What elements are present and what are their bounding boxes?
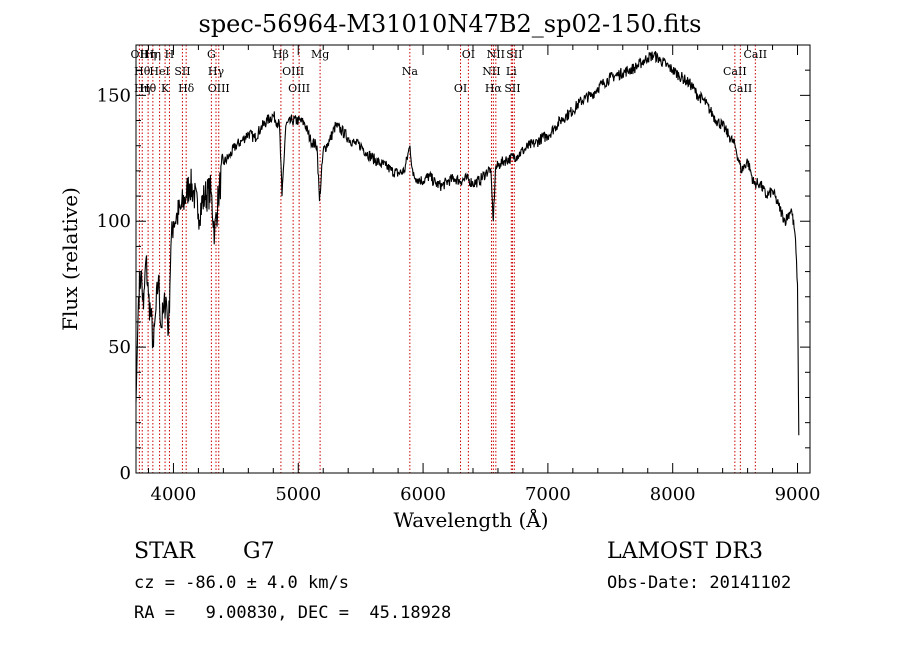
x-tick-label-2: 6000 — [400, 484, 446, 505]
line-label-16-0: Na — [402, 65, 419, 78]
x-tick-label-3: 7000 — [525, 484, 571, 505]
line-label-22-0: Li — [506, 65, 517, 78]
y-axis-label: Flux (relative) — [58, 187, 82, 331]
line-label-17-0: OI — [454, 82, 467, 95]
object-subclass: G7 — [243, 539, 275, 564]
line-label-21-0: NII — [487, 48, 505, 61]
line-label-19-0: NII — [482, 65, 500, 78]
y-tick-label-0: 0 — [120, 463, 131, 484]
y-tick-label-3: 150 — [97, 85, 131, 106]
y-tick-label-1: 50 — [108, 337, 131, 358]
ra-dec-coordinates: RA = 9.00830, DEC = 45.18928 — [134, 603, 452, 623]
line-label-9-0: G — [207, 48, 216, 61]
line-label-6-0: H — [165, 48, 175, 61]
line-label-20-0: Hα — [485, 82, 503, 95]
line-label-2-0: Hθ — [140, 82, 157, 95]
line-label-12-0: Hβ — [273, 48, 289, 61]
line-label-7-0: SII — [174, 65, 190, 78]
line-label-1-0: Hθ — [134, 65, 151, 78]
y-tick-label-2: 100 — [97, 211, 131, 232]
line-label-0-0: OII — [131, 48, 149, 61]
line-label-10-0: Hγ — [208, 65, 225, 78]
line-label-27-0: CaII — [743, 48, 767, 61]
line-label-11-0: OIII — [208, 82, 230, 95]
line-label-1-1: Hη — [134, 82, 150, 95]
object-class: STAR — [134, 539, 195, 564]
line-label-25-0: CaII — [723, 65, 747, 78]
survey-label: LAMOST DR3 — [607, 539, 763, 564]
line-label-15-0: Mg — [311, 48, 329, 61]
x-axis-label: Wavelength (Å) — [393, 508, 549, 532]
line-label-3-0: Hη — [145, 48, 161, 61]
line-label-24-0: SII — [506, 48, 522, 61]
x-tick-label-4: 8000 — [650, 484, 696, 505]
x-tick-label-5: 9000 — [775, 484, 821, 505]
line-label-2-1: Hη — [140, 48, 156, 61]
line-label-23-0: SII — [504, 82, 520, 95]
line-label-4-0: HeI — [149, 65, 169, 78]
x-tick-label-0: 4000 — [151, 484, 197, 505]
line-label-18-0: OI — [462, 48, 475, 61]
line-label-5-0: K — [161, 82, 170, 95]
redshift-cz: cz = -86.0 ± 4.0 km/s — [134, 573, 349, 593]
line-label-26-0: CaII — [729, 82, 753, 95]
observation-date: Obs-Date: 20141102 — [607, 573, 792, 593]
chart-title: spec-56964-M31010N47B2_sp02-150.fits — [198, 10, 702, 38]
line-label-14-0: OIII — [288, 82, 310, 95]
line-label-8-0: Hδ — [178, 82, 195, 95]
x-tick-label-1: 5000 — [275, 484, 321, 505]
line-label-13-0: OIII — [282, 65, 304, 78]
spectrum-series-0 — [135, 51, 800, 436]
